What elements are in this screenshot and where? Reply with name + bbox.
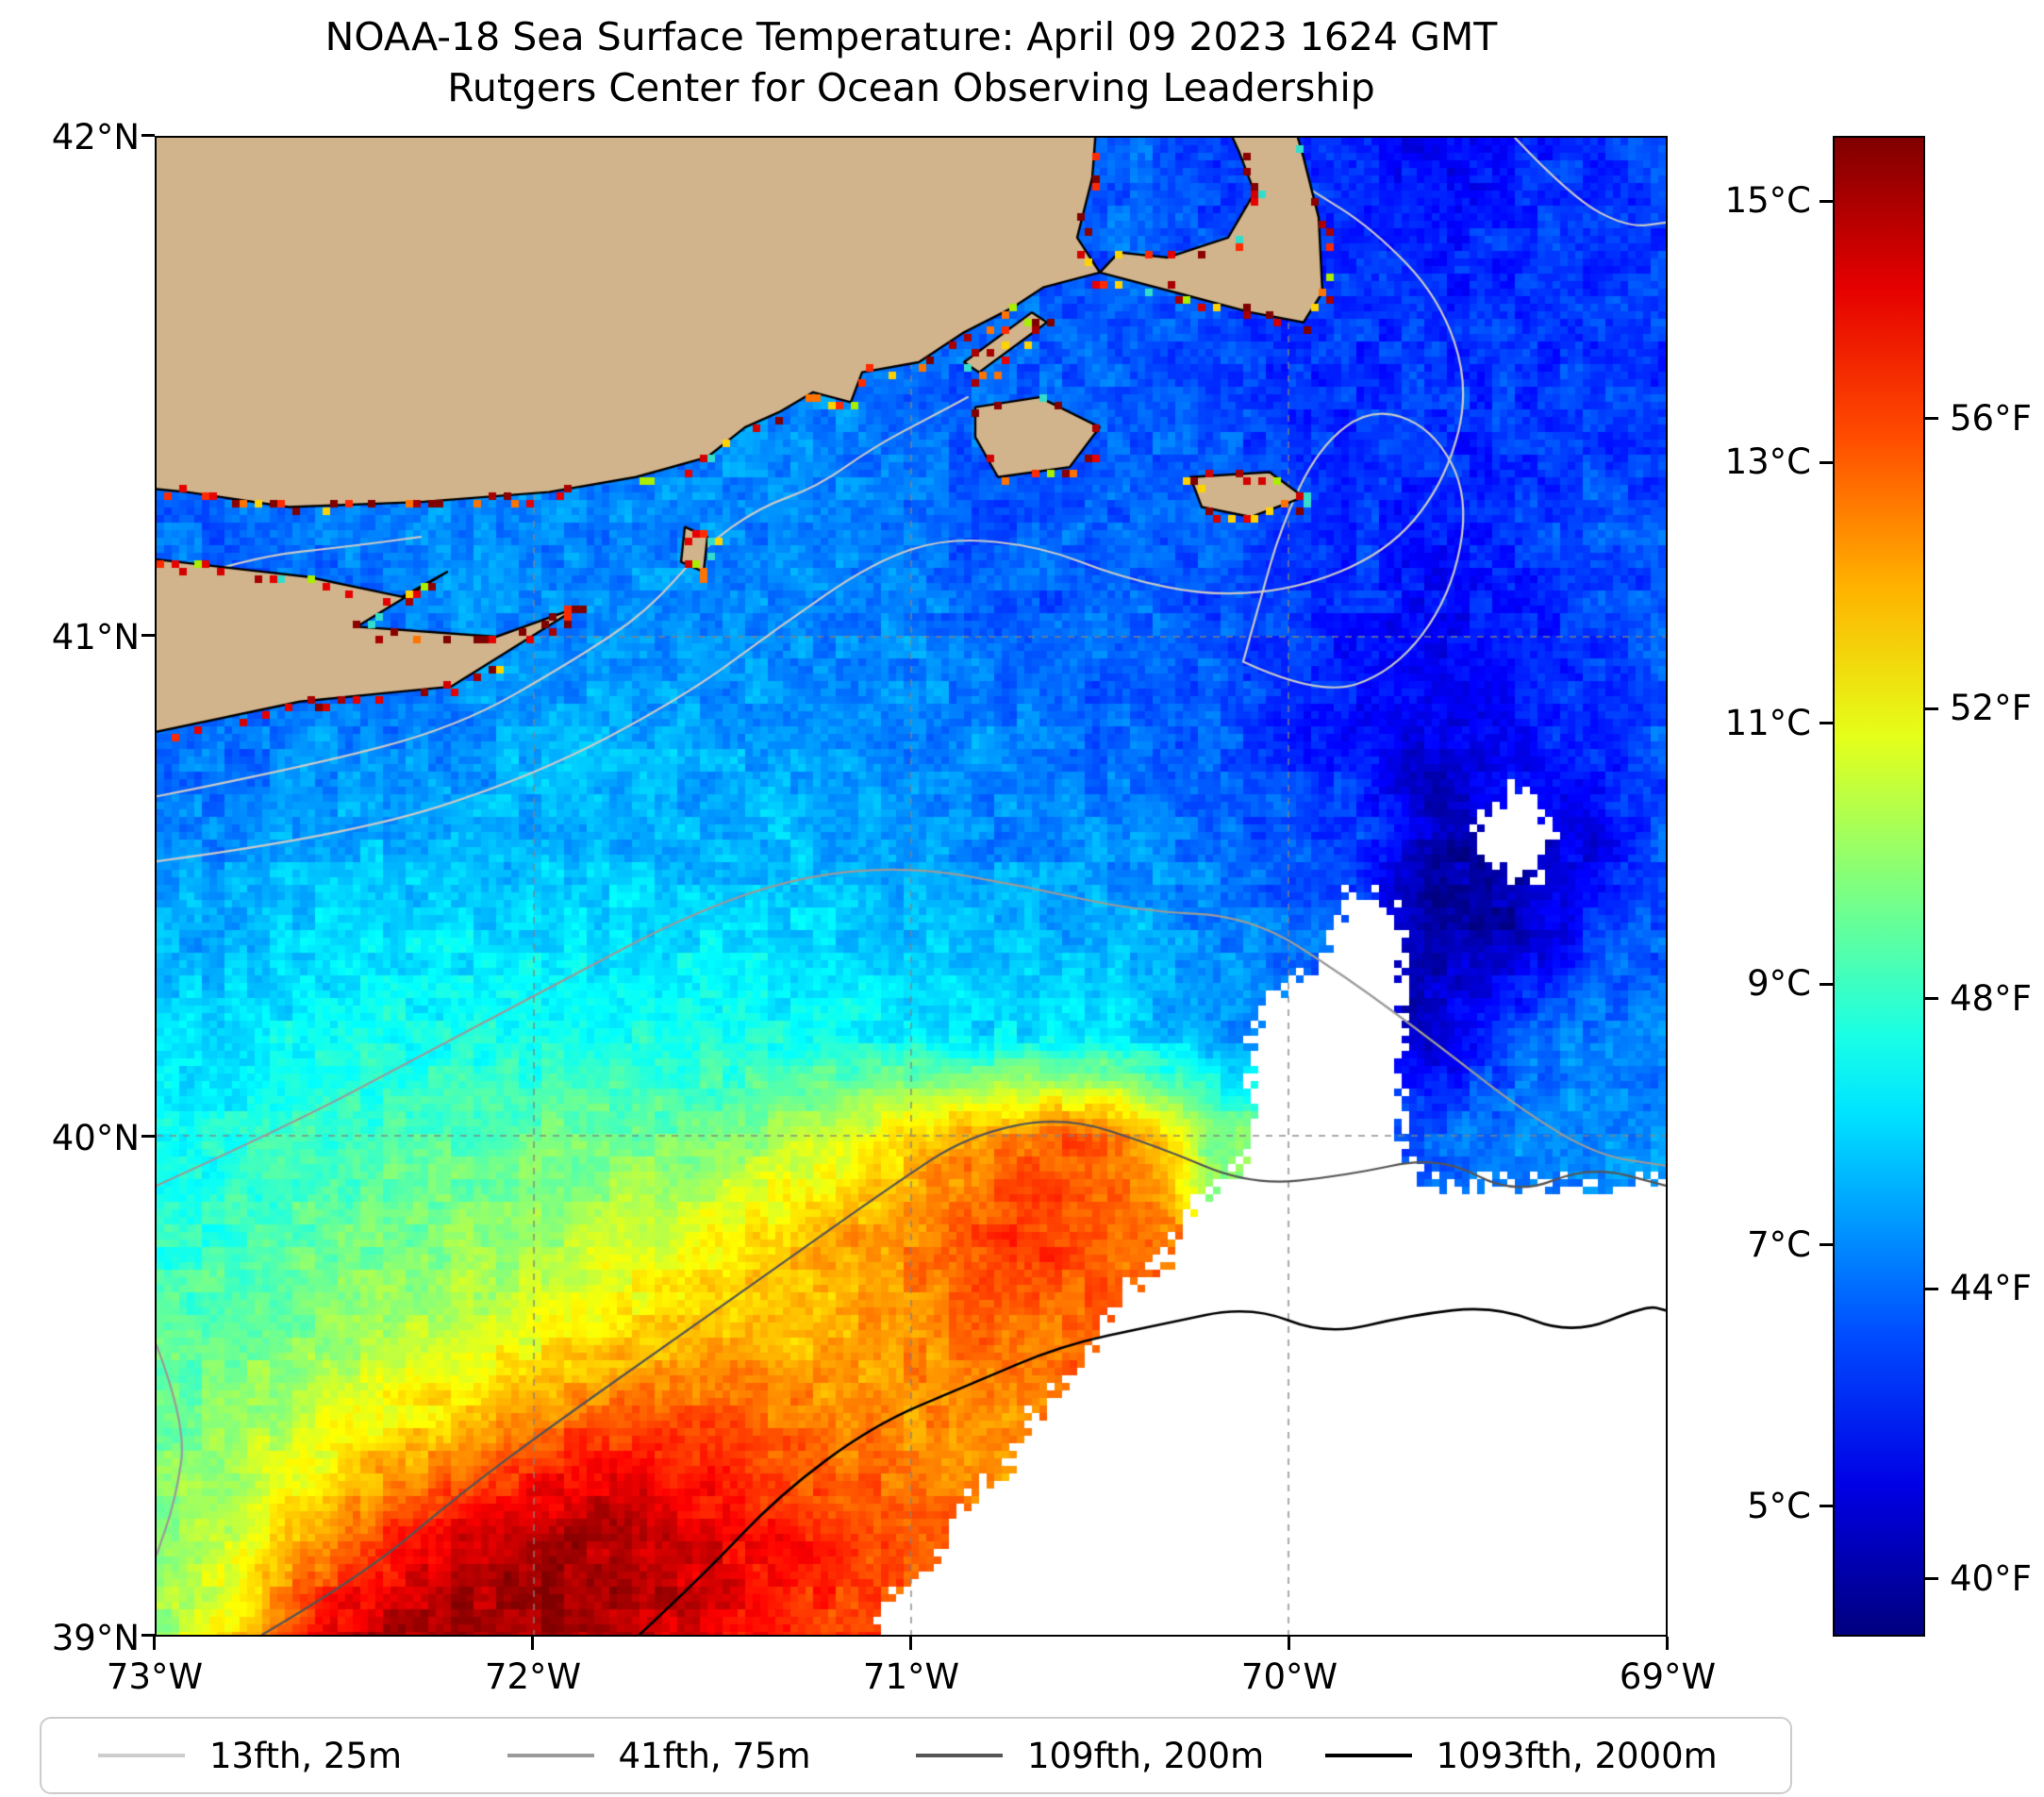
title-line2: Rutgers Center for Ocean Observing Leade… bbox=[447, 65, 1375, 111]
colorbar-label-5c: 5°C bbox=[1747, 1486, 1811, 1526]
title-line1: NOAA-18 Sea Surface Temperature: April 0… bbox=[324, 14, 1498, 59]
legend-line-200m bbox=[916, 1754, 1003, 1757]
x-tick-label-71w: 71°W bbox=[862, 1656, 960, 1697]
legend-item-2000m: 1093fth, 2000m bbox=[1324, 1735, 1735, 1776]
colorbar-tick-f bbox=[1925, 707, 1938, 710]
colorbar-tick-c bbox=[1820, 1243, 1833, 1246]
colorbar-tick-f bbox=[1925, 1288, 1938, 1290]
y-tick-label-42n: 42°N bbox=[51, 117, 140, 158]
y-tick-mark bbox=[141, 134, 155, 137]
x-tick-label-72w: 72°W bbox=[484, 1656, 582, 1697]
x-tick-label-69w: 69°W bbox=[1619, 1656, 1717, 1697]
y-tick-label-40n: 40°N bbox=[51, 1118, 140, 1158]
x-tick-mark bbox=[1666, 1637, 1669, 1650]
colorbar-label-13c: 13°C bbox=[1724, 441, 1811, 482]
x-tick-label-73w: 73°W bbox=[106, 1656, 204, 1697]
x-tick-mark bbox=[909, 1637, 912, 1650]
colorbar-tick-c bbox=[1820, 1505, 1833, 1507]
colorbar-tick-c bbox=[1820, 983, 1833, 986]
y-tick-mark bbox=[141, 1135, 155, 1138]
x-tick-mark bbox=[1288, 1637, 1290, 1650]
y-tick-label-39n: 39°N bbox=[51, 1618, 140, 1658]
y-tick-mark bbox=[141, 634, 155, 637]
colorbar-label-44f: 44°F bbox=[1950, 1268, 2032, 1308]
y-tick-mark bbox=[141, 1634, 155, 1637]
temperature-colorbar bbox=[1833, 136, 1925, 1637]
colorbar-tick-c bbox=[1820, 461, 1833, 464]
legend-line-2000m bbox=[1324, 1754, 1412, 1757]
legend-item-25m: 13fth, 25m bbox=[98, 1736, 507, 1776]
colorbar-label-40f: 40°F bbox=[1950, 1558, 2032, 1599]
x-tick-mark bbox=[531, 1637, 534, 1650]
colorbar-tick-f bbox=[1925, 997, 1938, 1000]
colorbar-label-48f: 48°F bbox=[1950, 978, 2032, 1019]
legend-line-25m bbox=[98, 1754, 185, 1757]
x-tick-label-70w: 70°W bbox=[1240, 1656, 1338, 1697]
x-tick-mark bbox=[153, 1637, 156, 1650]
colorbar-tick-f bbox=[1925, 1577, 1938, 1580]
colorbar-label-7c: 7°C bbox=[1747, 1224, 1811, 1265]
colorbar-label-15c: 15°C bbox=[1724, 180, 1811, 221]
colorbar-label-11c: 11°C bbox=[1724, 703, 1811, 743]
legend-item-200m: 109fth, 200m bbox=[916, 1736, 1325, 1776]
legend-item-75m: 41fth, 75m bbox=[507, 1736, 917, 1776]
sst-map-canvas bbox=[157, 138, 1666, 1635]
legend-line-75m bbox=[507, 1754, 594, 1757]
colorbar-label-52f: 52°F bbox=[1950, 688, 2032, 728]
legend-label-2000m: 1093fth, 2000m bbox=[1436, 1735, 1718, 1776]
legend-label-75m: 41fth, 75m bbox=[618, 1735, 811, 1776]
colorbar-tick-f bbox=[1925, 417, 1938, 420]
colorbar-tick-c bbox=[1820, 722, 1833, 724]
colorbar-tick-c bbox=[1820, 200, 1833, 203]
bathymetry-legend: 13fth, 25m 41fth, 75m 109fth, 200m 1093f… bbox=[40, 1717, 1792, 1794]
y-tick-label-41n: 41°N bbox=[51, 617, 140, 657]
map-plot-area bbox=[155, 136, 1668, 1637]
colorbar-label-56f: 56°F bbox=[1950, 398, 2032, 439]
legend-label-25m: 13fth, 25m bbox=[209, 1735, 403, 1776]
colorbar-label-9c: 9°C bbox=[1747, 963, 1811, 1004]
figure-title: NOAA-18 Sea Surface Temperature: April 0… bbox=[155, 11, 1668, 113]
legend-label-200m: 109fth, 200m bbox=[1027, 1735, 1265, 1776]
